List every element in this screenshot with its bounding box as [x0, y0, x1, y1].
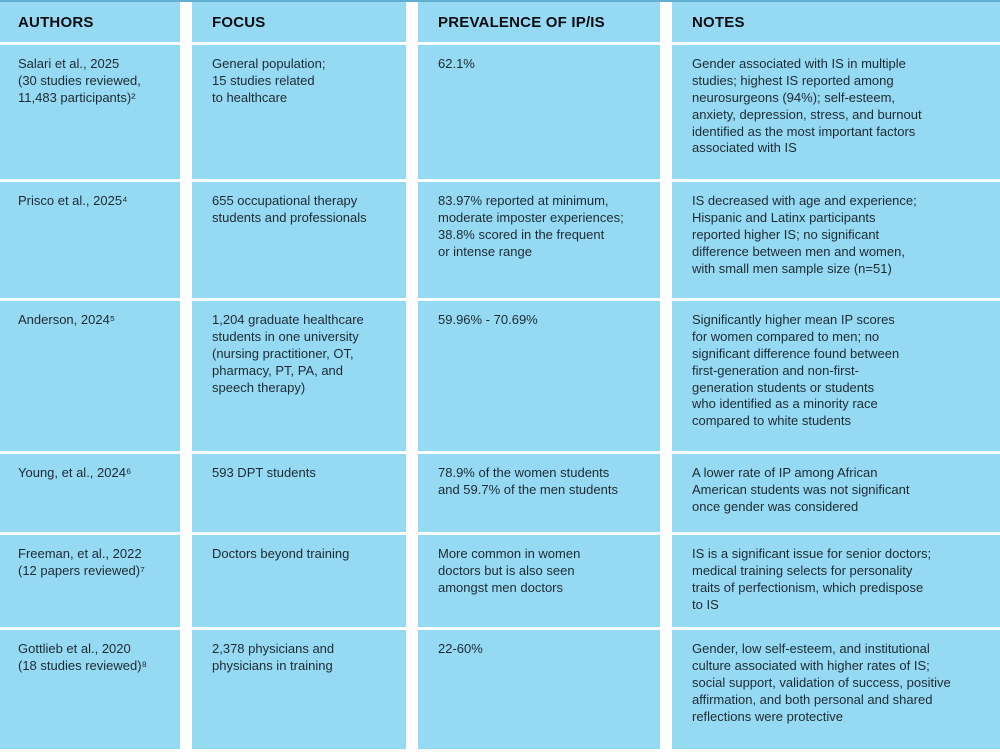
cell-notes: IS is a significant issue for senior doc…: [672, 535, 1000, 627]
cell-notes: Gender associated with IS in multiple st…: [672, 45, 1000, 179]
cell-notes: A lower rate of IP among African America…: [672, 454, 1000, 532]
column-header-focus: FOCUS: [192, 2, 406, 42]
cell-notes: IS decreased with age and experience; Hi…: [672, 182, 1000, 298]
column-header-prevalence: PREVALENCE OF IP/IS: [418, 2, 660, 42]
cell-notes: Gender, low self-esteem, and institution…: [672, 630, 1000, 749]
cell-focus: 593 DPT students: [192, 454, 406, 532]
cell-prevalence: 59.96% - 70.69%: [418, 301, 660, 451]
cell-prevalence: 22-60%: [418, 630, 660, 749]
cell-notes: Significantly higher mean IP scores for …: [672, 301, 1000, 451]
cell-prevalence: 83.97% reported at minimum, moderate imp…: [418, 182, 660, 298]
cell-authors: Prisco et al., 2025⁴: [0, 182, 180, 298]
cell-focus: 655 occupational therapy students and pr…: [192, 182, 406, 298]
column-header-notes: NOTES: [672, 2, 1000, 42]
cell-prevalence: 78.9% of the women students and 59.7% of…: [418, 454, 660, 532]
cell-authors: Anderson, 2024⁵: [0, 301, 180, 451]
column-header-authors: AUTHORS: [0, 2, 180, 42]
cell-focus: Doctors beyond training: [192, 535, 406, 627]
cell-authors: Freeman, et al., 2022 (12 papers reviewe…: [0, 535, 180, 627]
cell-focus: 1,204 graduate healthcare students in on…: [192, 301, 406, 451]
cell-focus: 2,378 physicians and physicians in train…: [192, 630, 406, 749]
cell-authors: Salari et al., 2025 (30 studies reviewed…: [0, 45, 180, 179]
cell-authors: Young, et al., 2024⁶: [0, 454, 180, 532]
cell-prevalence: More common in women doctors but is also…: [418, 535, 660, 627]
cell-prevalence: 62.1%: [418, 45, 660, 179]
cell-focus: General population; 15 studies related t…: [192, 45, 406, 179]
cell-authors: Gottlieb et al., 2020 (18 studies review…: [0, 630, 180, 749]
